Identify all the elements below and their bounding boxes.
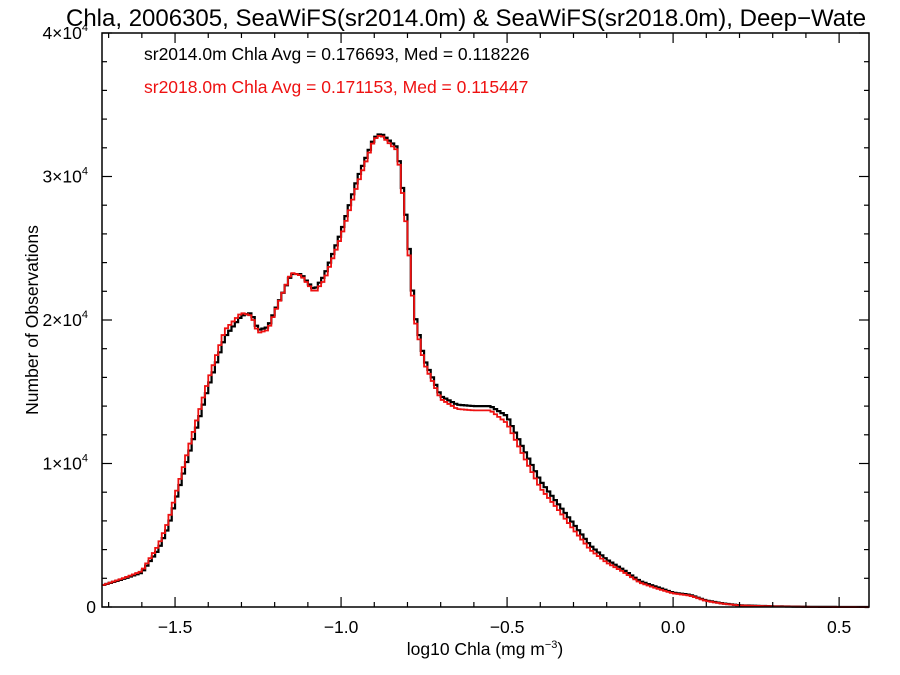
y-tick-label: 2×104 xyxy=(42,309,88,330)
series-layer xyxy=(102,133,869,609)
legend: sr2014.0m Chla Avg = 0.176693, Med = 0.1… xyxy=(144,44,530,97)
legend-entry-sr2018: sr2018.0m Chla Avg = 0.171153, Med = 0.1… xyxy=(144,77,528,97)
y-tick-label: 0 xyxy=(86,597,96,617)
y-axis-label: Number of Observations xyxy=(22,225,42,415)
x-tick-label: 0.5 xyxy=(827,617,851,637)
tick-layer: −1.5 −1.0 −0.5 0.0 0.5 0 1×104 2×104 3×104 4×104 xyxy=(42,22,869,637)
x-axis-label-text: log10 Chla (mg m xyxy=(407,639,545,659)
x-tick-label: −0.5 xyxy=(490,617,525,637)
y-tick-label: 3×104 xyxy=(42,166,88,187)
legend-entry-sr2014: sr2014.0m Chla Avg = 0.176693, Med = 0.1… xyxy=(144,44,530,64)
plot-frame xyxy=(101,32,870,608)
series-line-1 xyxy=(102,135,869,608)
y-tick-label: 4×104 xyxy=(42,22,88,43)
chart-title: Chla, 2006305, SeaWiFS(sr2014.0m) & SeaW… xyxy=(66,5,866,32)
y-tick-label: 1×104 xyxy=(42,453,88,474)
x-axis-label: log10 Chla (mg m−3) xyxy=(407,639,564,659)
x-axis-label-close: ) xyxy=(557,639,563,659)
x-tick-label: −1.5 xyxy=(158,617,193,637)
x-tick-label: −1.0 xyxy=(324,617,359,637)
x-tick-label: 0.0 xyxy=(661,617,686,637)
x-axis-label-superscript: −3 xyxy=(545,639,558,651)
